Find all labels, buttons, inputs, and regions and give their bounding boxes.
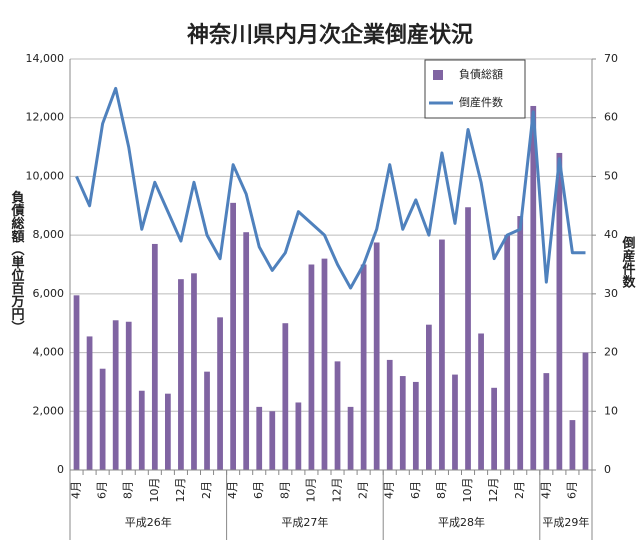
y2-tick-label: 20 — [604, 346, 618, 359]
bar — [217, 317, 223, 470]
bar — [412, 381, 419, 470]
x-tick-label: 10月 — [461, 478, 474, 503]
bar — [582, 352, 589, 470]
bar — [439, 239, 445, 470]
bar — [243, 232, 250, 470]
x-tick-label: 4月 — [539, 481, 552, 499]
bar — [138, 390, 145, 470]
bar — [308, 264, 315, 470]
y-tick-label: 4,000 — [33, 346, 65, 359]
x-tick-label: 2月 — [513, 481, 526, 499]
y2-axis-title: 倒産件数 — [620, 235, 637, 289]
x-tick-label: 4月 — [226, 481, 239, 499]
legend-label: 負債総額 — [459, 67, 503, 81]
x-tick-label: 10月 — [304, 478, 317, 503]
x-tick-label: 2月 — [357, 481, 370, 499]
bar — [112, 320, 119, 470]
bar — [73, 295, 80, 470]
x-tick-label: 8月 — [435, 481, 448, 499]
bar — [517, 216, 524, 470]
y2-tick-label: 10 — [604, 404, 618, 417]
legend-box — [424, 59, 526, 119]
bar — [426, 324, 432, 470]
bar — [334, 361, 341, 470]
y2-tick-label: 30 — [604, 287, 618, 300]
bar — [86, 336, 93, 470]
bar — [178, 279, 184, 470]
x-tick-label: 4月 — [383, 481, 396, 499]
legend-swatch — [433, 70, 443, 80]
x-tick-label: 12月 — [487, 478, 500, 503]
x-tick-label: 6月 — [565, 481, 578, 499]
y-tick-label: 2,000 — [33, 404, 65, 417]
group-label: 平成27年 — [281, 515, 328, 529]
y-tick-label: 8,000 — [33, 228, 65, 241]
bar — [256, 406, 263, 470]
bar — [478, 333, 484, 470]
y-tick-label: 12,000 — [26, 111, 65, 124]
group-label: 平成29年 — [542, 515, 589, 529]
y-axis-title: 負債総額（単位百万円） — [9, 190, 26, 334]
legend-label: 倒産件数 — [459, 96, 503, 109]
x-tick-label: 12月 — [331, 478, 344, 503]
y2-tick-label: 60 — [604, 111, 618, 124]
x-tick-label: 6月 — [96, 481, 109, 499]
bar — [465, 207, 471, 470]
bar — [321, 258, 328, 470]
bar — [556, 152, 563, 470]
bar — [452, 374, 458, 470]
bar — [125, 321, 132, 470]
bar — [282, 323, 289, 470]
y-tick-label: 6,000 — [33, 287, 65, 300]
bar — [373, 242, 380, 470]
x-tick-label: 12月 — [174, 478, 187, 503]
x-tick-label: 6月 — [409, 481, 422, 499]
x-tick-label: 8月 — [278, 481, 291, 499]
bar — [230, 202, 236, 470]
chart-title: 神奈川県内月次企業倒産状況 — [187, 22, 473, 48]
bar — [386, 359, 393, 470]
bar — [269, 411, 276, 470]
y2-tick-label: 40 — [604, 228, 618, 241]
bar — [191, 273, 197, 470]
bar — [347, 406, 354, 470]
x-tick-label: 6月 — [252, 481, 265, 499]
bar — [99, 368, 106, 470]
y2-tick-label: 50 — [604, 169, 618, 182]
bar — [360, 264, 367, 470]
bar — [204, 371, 210, 470]
group-label: 平成26年 — [125, 515, 172, 529]
bar — [399, 376, 406, 470]
x-tick-label: 4月 — [70, 481, 83, 499]
x-tick-label: 2月 — [200, 481, 213, 499]
y-tick-label: 0 — [57, 463, 64, 476]
bar — [530, 105, 537, 470]
y2-tick-label: 70 — [604, 52, 618, 65]
line — [75, 86, 586, 290]
bar — [295, 402, 302, 470]
bar — [165, 393, 171, 470]
bar — [569, 420, 576, 470]
y-tick-label: 14,000 — [26, 52, 65, 65]
x-tick-label: 8月 — [122, 481, 135, 499]
y-tick-label: 10,000 — [26, 169, 65, 182]
bar — [491, 387, 497, 470]
x-tick-label: 10月 — [148, 478, 161, 503]
bar — [543, 373, 550, 470]
bar — [504, 235, 511, 470]
group-label: 平成28年 — [438, 515, 485, 529]
bar — [151, 243, 158, 470]
y2-tick-label: 0 — [604, 463, 611, 476]
